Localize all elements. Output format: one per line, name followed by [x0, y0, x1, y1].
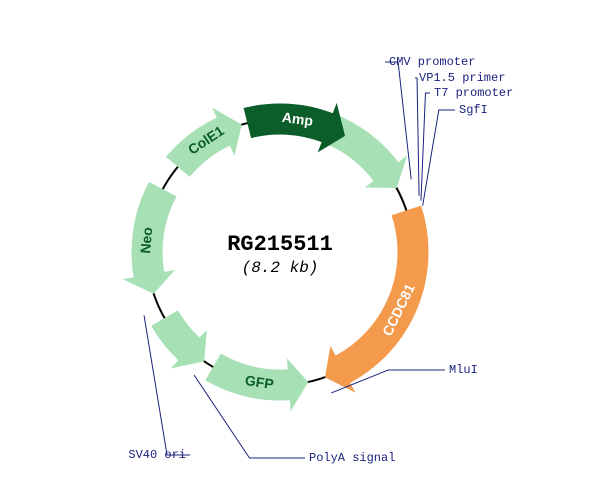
- callout-line: [415, 78, 419, 196]
- callout-label: PolyA signal: [309, 451, 395, 465]
- callout-label: SV40 ori: [128, 448, 186, 462]
- segment-CCDC81: [325, 206, 428, 391]
- segment-PolyA signal: [152, 311, 207, 368]
- segment-label: Neo: [137, 226, 155, 254]
- plasmid-map: CMV promoterCCDC81GFPPolyA signalNeoColE…: [0, 0, 600, 504]
- callout-label: T7 promoter: [434, 86, 513, 100]
- callout-line: [423, 110, 455, 206]
- callout-label: SgfI: [459, 103, 488, 117]
- callout-line: [421, 93, 430, 201]
- callout-label: MluI: [449, 363, 478, 377]
- callout-label: CMV promoter: [389, 55, 475, 69]
- plasmid-size: (8.2 kb): [242, 259, 319, 277]
- plasmid-name: RG215511: [227, 232, 333, 257]
- callout-label: VP1.5 primer: [419, 71, 505, 85]
